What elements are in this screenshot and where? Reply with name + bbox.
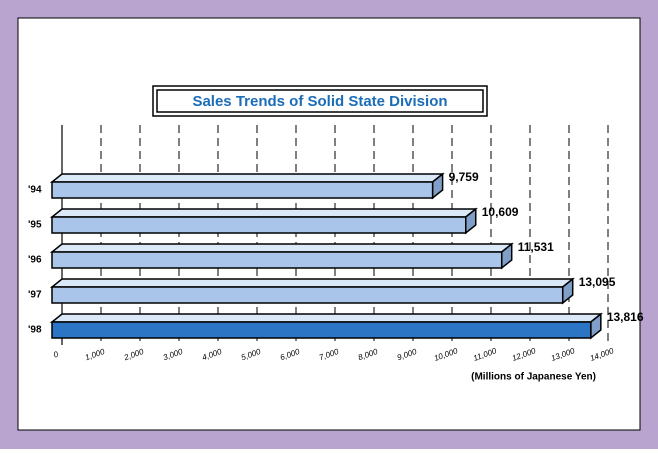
bar-top xyxy=(49,313,603,323)
bar xyxy=(51,286,564,304)
bar xyxy=(51,321,592,339)
bar-top xyxy=(49,278,575,288)
title-box xyxy=(152,85,488,117)
chart-title: Sales Trends of Solid State Division xyxy=(192,93,447,110)
bar-top xyxy=(49,208,478,218)
bar-top xyxy=(49,243,514,253)
title-box-inner xyxy=(156,89,484,113)
y-tick-label: '95 xyxy=(28,220,42,231)
bar xyxy=(51,181,434,199)
value-label: 13,816 xyxy=(607,310,644,324)
bar xyxy=(51,216,467,234)
bar xyxy=(51,251,503,269)
value-label: 11,531 xyxy=(518,240,554,254)
y-tick-label: '97 xyxy=(28,290,42,301)
bar-top xyxy=(49,173,445,183)
value-label: 10,609 xyxy=(482,205,519,219)
x-axis-label: (Millions of Japanese Yen) xyxy=(471,372,596,383)
value-label: 13,095 xyxy=(579,275,616,289)
x-tick-label: 0 xyxy=(52,349,60,359)
y-tick-label: '96 xyxy=(28,255,42,266)
y-tick-label: '94 xyxy=(28,185,42,196)
y-tick-label: '98 xyxy=(28,325,42,336)
value-label: 9,759 xyxy=(449,170,479,184)
